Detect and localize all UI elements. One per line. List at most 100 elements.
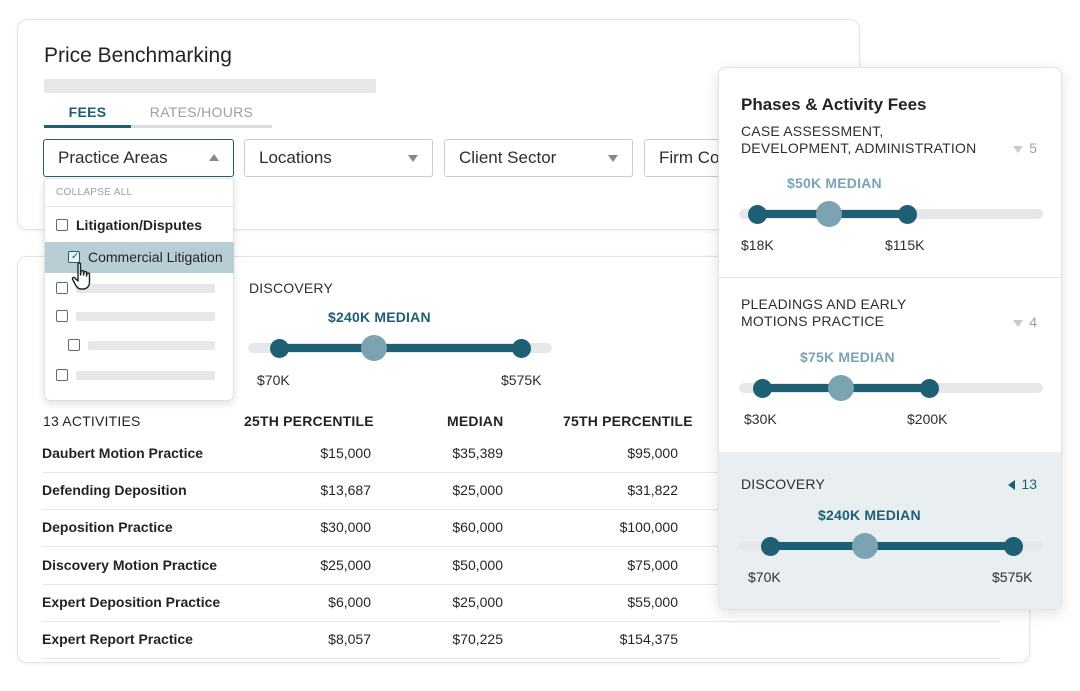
client-sector-label: Client Sector xyxy=(459,148,557,167)
checkbox-option[interactable] xyxy=(56,310,68,322)
triangle-down-icon xyxy=(1013,319,1024,327)
option-placeholder xyxy=(76,371,215,380)
client-sector-select[interactable]: Client Sector xyxy=(444,139,633,177)
phase-min-value: $18K xyxy=(741,237,774,253)
table-row-divider xyxy=(42,621,1000,622)
phase-count-value: 4 xyxy=(1029,314,1037,330)
table-cell-p75: $154,375 xyxy=(619,631,678,647)
table-cell-p25: $30,000 xyxy=(320,519,371,535)
table-cell-p75: $55,000 xyxy=(627,594,678,610)
panel-title: Phases & Activity Fees xyxy=(741,95,927,114)
phase-min-value: $30K xyxy=(744,411,777,427)
tab-rates-hours[interactable]: RATES/HOURS xyxy=(149,104,254,120)
option-placeholder xyxy=(76,284,215,293)
checkbox-option[interactable] xyxy=(56,282,68,294)
table-cell-p25: $15,000 xyxy=(320,445,371,461)
phase-median-knob xyxy=(852,533,878,559)
phase-name-line: DEVELOPMENT, ADMINISTRATION xyxy=(741,140,977,156)
phase-name[interactable]: CASE ASSESSMENT, DEVELOPMENT, ADMINISTRA… xyxy=(741,123,976,157)
collapse-all-button[interactable]: COLLAPSE ALL xyxy=(56,187,133,198)
chevron-down-icon xyxy=(608,155,618,162)
phase-count[interactable]: 4 xyxy=(1013,314,1037,330)
firm-label: Firm Co xyxy=(659,148,720,167)
phase-name[interactable]: PLEADINGS AND EARLY MOTIONS PRACTICE xyxy=(741,296,906,330)
chevron-down-icon xyxy=(408,155,418,162)
phase-name[interactable]: DISCOVERY xyxy=(741,476,825,493)
practice-areas-select[interactable]: Practice Areas xyxy=(43,139,234,177)
table-cell-p75: $100,000 xyxy=(619,519,678,535)
discovery-max-value: $575K xyxy=(501,372,542,388)
phase-median-label: $50K MEDIAN xyxy=(787,175,882,191)
table-row-name[interactable]: Daubert Motion Practice xyxy=(42,445,204,461)
checkbox-option[interactable] xyxy=(68,339,80,351)
table-row-divider xyxy=(42,658,1000,659)
table-cell-p75: $31,822 xyxy=(627,482,678,498)
phase-count[interactable]: 5 xyxy=(1013,140,1037,156)
phase-min-knob[interactable] xyxy=(748,205,767,224)
column-header-median[interactable]: MEDIAN xyxy=(447,413,504,429)
discovery-max-knob[interactable] xyxy=(512,339,531,358)
subtitle-placeholder xyxy=(44,79,376,93)
table-row-name[interactable]: Deposition Practice xyxy=(42,519,173,535)
table-cell-p25: $8,057 xyxy=(328,631,371,647)
phase-median-label: $240K MEDIAN xyxy=(818,507,921,523)
table-cell-p25: $6,000 xyxy=(328,594,371,610)
checkbox-litigation[interactable] xyxy=(56,219,68,231)
phase-median-label: $75K MEDIAN xyxy=(800,349,895,365)
table-cell-median: $35,389 xyxy=(452,445,503,461)
column-header-p25[interactable]: 25TH PERCENTILE xyxy=(244,413,374,429)
practice-areas-label: Practice Areas xyxy=(58,148,168,167)
discovery-section-label: DISCOVERY xyxy=(249,280,334,296)
phase-min-knob[interactable] xyxy=(753,379,772,398)
divider xyxy=(719,277,1061,278)
discovery-range-fill xyxy=(280,344,522,352)
table-row-divider xyxy=(42,546,1000,547)
phases-panel: Phases & Activity Fees CASE ASSESSMENT, … xyxy=(718,67,1062,610)
phase-min-knob[interactable] xyxy=(761,537,780,556)
phase-name-line: MOTIONS PRACTICE xyxy=(741,313,885,329)
table-cell-p25: $13,687 xyxy=(320,482,371,498)
table-cell-median: $25,000 xyxy=(452,594,503,610)
phase-max-knob[interactable] xyxy=(898,205,917,224)
phase-max-value: $200K xyxy=(907,411,948,427)
locations-label: Locations xyxy=(259,148,332,167)
table-cell-p25: $25,000 xyxy=(320,557,371,573)
active-phase-background xyxy=(719,452,1061,609)
option-litigation-disputes[interactable]: Litigation/Disputes xyxy=(76,217,202,233)
phase-range-fill xyxy=(771,542,1014,550)
discovery-min-value: $70K xyxy=(257,372,290,388)
table-row-divider xyxy=(42,472,1000,473)
table-cell-median: $50,000 xyxy=(452,557,503,573)
page-title: Price Benchmarking xyxy=(44,44,232,67)
checkbox-option[interactable] xyxy=(56,369,68,381)
practice-areas-dropdown: COLLAPSE ALL Litigation/Disputes ✓ Comme… xyxy=(44,178,235,401)
phase-max-knob[interactable] xyxy=(920,379,939,398)
phase-median-knob xyxy=(828,375,854,401)
table-row-name[interactable]: Expert Report Practice xyxy=(42,631,193,647)
hand-pointer-icon xyxy=(71,262,91,290)
tab-fees[interactable]: FEES xyxy=(68,104,107,120)
table-cell-p75: $95,000 xyxy=(627,445,678,461)
phase-max-knob[interactable] xyxy=(1004,537,1023,556)
phase-median-knob xyxy=(816,201,842,227)
activity-count: 13 ACTIVITIES xyxy=(43,413,141,429)
column-header-p75[interactable]: 75TH PERCENTILE xyxy=(563,413,693,429)
phase-min-value: $70K xyxy=(748,569,781,585)
table-row-name[interactable]: Expert Deposition Practice xyxy=(42,594,221,610)
table-row-name[interactable]: Defending Deposition xyxy=(42,482,187,498)
locations-select[interactable]: Locations xyxy=(244,139,433,177)
phase-count[interactable]: 13 xyxy=(1008,476,1037,492)
phase-max-value: $575K xyxy=(992,569,1033,585)
discovery-min-knob[interactable] xyxy=(270,339,289,358)
table-cell-median: $60,000 xyxy=(452,519,503,535)
checkbox-commercial-litigation[interactable]: ✓ xyxy=(68,251,80,263)
table-cell-median: $70,225 xyxy=(452,631,503,647)
phase-max-value: $115K xyxy=(885,237,925,253)
table-row-name[interactable]: Discovery Motion Practice xyxy=(42,557,218,573)
divider xyxy=(45,206,235,207)
table-row-divider xyxy=(42,584,1000,585)
phase-name-line: DISCOVERY xyxy=(741,476,826,492)
discovery-median-knob xyxy=(361,335,387,361)
chevron-up-icon xyxy=(209,154,219,161)
option-commercial-litigation[interactable]: Commercial Litigation xyxy=(88,249,223,265)
